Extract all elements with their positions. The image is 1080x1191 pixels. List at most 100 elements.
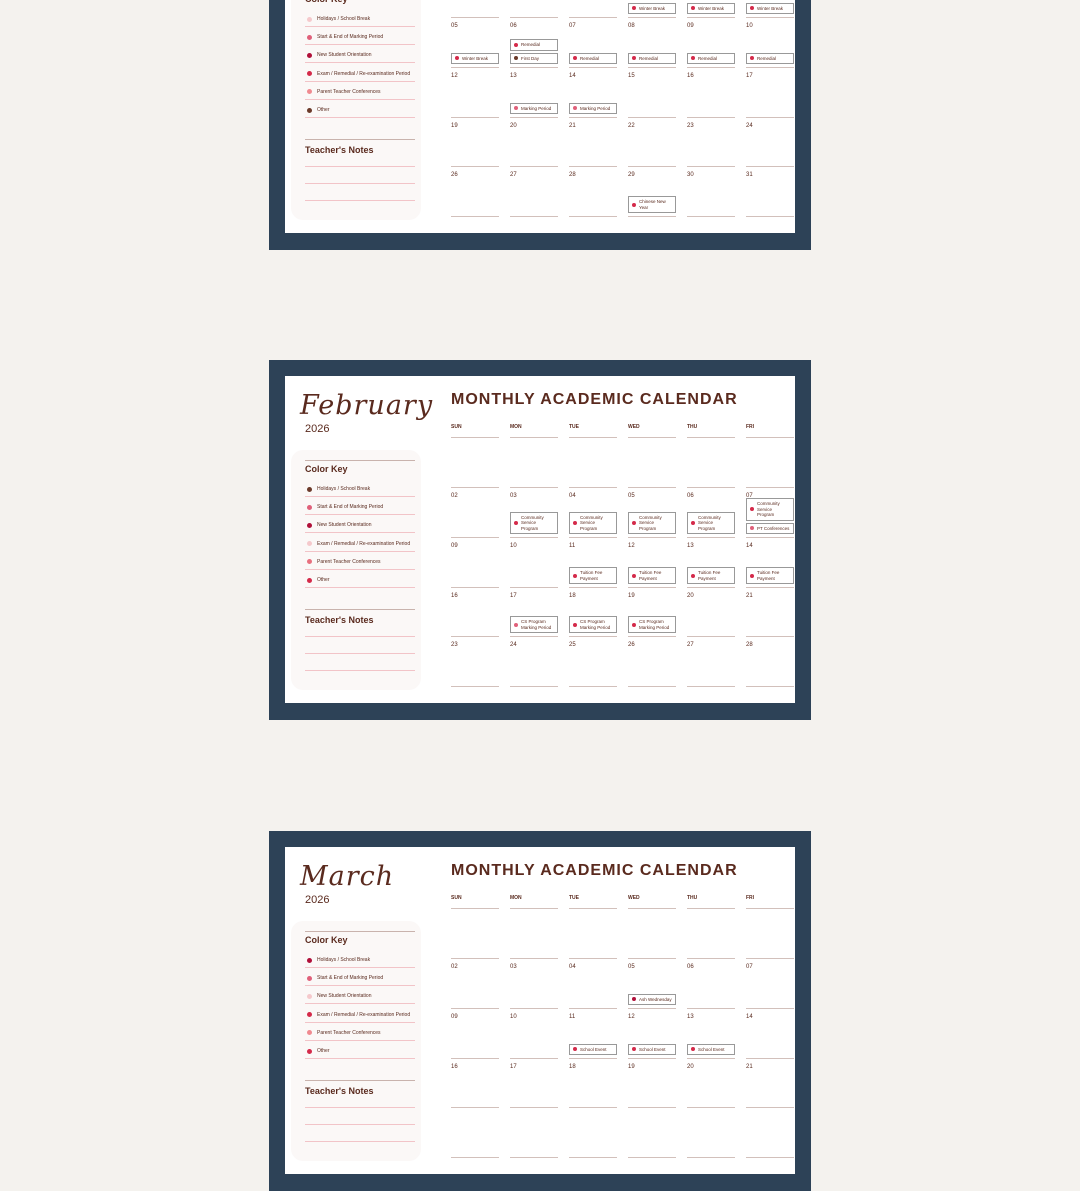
date-number: 19 <box>628 593 635 599</box>
event-tag[interactable]: Tuition Fee Payment <box>746 567 794 584</box>
day-events: Winter Break <box>451 32 499 64</box>
event-tag[interactable]: Marking Period <box>569 102 617 114</box>
event-label: Tuition Fee Payment <box>698 570 721 581</box>
teachers-notes-title: Teacher's Notes <box>305 615 374 625</box>
event-tag[interactable]: Winter Break <box>628 2 676 14</box>
day-events: Ash Wednesday <box>628 973 676 1005</box>
divider <box>628 537 676 538</box>
notes-line[interactable] <box>305 653 415 654</box>
event-tag[interactable]: Remedial <box>746 52 794 64</box>
color-dot-icon <box>307 52 312 58</box>
event-tag[interactable]: Community Service Program <box>510 511 558 534</box>
event-tag[interactable]: PT Conferences <box>746 522 794 534</box>
divider <box>687 686 735 687</box>
divider <box>569 958 617 959</box>
notes-line[interactable] <box>305 1107 415 1108</box>
notes-line[interactable] <box>305 166 415 167</box>
date-number: 05 <box>451 23 458 29</box>
event-label: Community Service Program <box>521 514 544 531</box>
notes-line[interactable] <box>305 636 415 637</box>
event-tag[interactable]: Chinese New Year <box>628 196 676 213</box>
notes-line[interactable] <box>305 1124 415 1125</box>
event-dot-icon <box>632 520 636 525</box>
color-key-label: Parent Teacher Conferences <box>317 558 381 565</box>
event-tag[interactable]: Ash Wednesday <box>628 993 676 1005</box>
divider <box>451 437 499 438</box>
color-key-item: Parent Teacher Conferences <box>307 89 381 95</box>
event-tag[interactable]: Remedial <box>510 39 558 51</box>
day-events: Remedial First Day <box>510 32 558 64</box>
color-dot-icon <box>307 16 312 22</box>
event-tag[interactable]: CS Program Marking Period <box>569 616 617 633</box>
notes-line[interactable] <box>305 670 415 671</box>
divider <box>305 44 415 46</box>
date-number: 15 <box>628 73 635 79</box>
event-tag[interactable]: Tuition Fee Payment <box>569 567 617 584</box>
date-number: 16 <box>687 73 694 79</box>
event-tag[interactable]: Remedial <box>628 52 676 64</box>
event-tag[interactable]: Community Service Program <box>746 498 794 521</box>
color-key-label: Start & End of Marking Period <box>317 34 384 41</box>
event-tag[interactable]: Community Service Program <box>628 511 676 534</box>
divider <box>305 1080 415 1081</box>
date-number: 10 <box>510 543 517 549</box>
event-tag[interactable]: Community Service Program <box>569 511 617 534</box>
event-tag[interactable]: Tuition Fee Payment <box>687 567 735 584</box>
event-dot-icon <box>514 106 518 111</box>
event-tag[interactable]: Community Service Program <box>687 511 735 534</box>
color-dot-icon <box>307 486 312 492</box>
divider <box>628 1107 676 1108</box>
event-tag[interactable]: School Event <box>687 1043 735 1055</box>
divider <box>569 1058 617 1059</box>
event-tag[interactable]: CS Program Marking Period <box>628 616 676 633</box>
divider <box>305 460 415 461</box>
divider <box>569 537 617 538</box>
event-tag[interactable]: Marking Period <box>510 102 558 114</box>
divider <box>687 1058 735 1059</box>
divider <box>746 537 794 538</box>
day-events: CS Program Marking Period <box>569 602 617 633</box>
day-events: Tuition Fee Payment <box>687 552 735 584</box>
date-number: 29 <box>628 172 635 178</box>
event-label: CS Program Marking Period <box>639 619 670 630</box>
event-tag[interactable]: Winter Break <box>687 2 735 14</box>
color-key-label: Exam / Remedial / Re-examination Period <box>317 70 411 77</box>
event-dot-icon <box>632 573 636 578</box>
notes-line[interactable] <box>305 200 415 201</box>
date-number: 25 <box>569 642 576 648</box>
event-tag[interactable]: Winter Break <box>451 52 499 64</box>
date-number: 07 <box>746 964 753 970</box>
event-dot-icon <box>691 6 695 11</box>
color-key-item: New Student Orientation <box>307 522 371 528</box>
event-tag[interactable]: CS Program Marking Period <box>510 616 558 633</box>
notes-line[interactable] <box>305 1141 415 1142</box>
event-tag[interactable]: School Event <box>569 1043 617 1055</box>
divider <box>510 487 558 488</box>
event-dot-icon <box>750 526 754 531</box>
day-events: Community Service Program PT Conferences <box>746 498 794 534</box>
event-dot-icon <box>750 573 754 578</box>
calendar-page: Color Key Holidays / School Break Start & … <box>285 0 795 233</box>
color-key-item: Other <box>307 1048 330 1054</box>
event-tag[interactable]: Winter Break <box>746 2 794 14</box>
date-number: 20 <box>687 593 694 599</box>
event-dot-icon <box>573 573 577 578</box>
event-label: Tuition Fee Payment <box>757 570 780 581</box>
day-events: Remedial <box>628 32 676 64</box>
divider <box>628 686 676 687</box>
event-tag[interactable]: Remedial <box>569 52 617 64</box>
date-number: 19 <box>451 123 458 129</box>
date-number: 02 <box>451 964 458 970</box>
color-key-title: Color Key <box>305 0 348 4</box>
event-tag[interactable]: First Day <box>510 52 558 64</box>
divider <box>746 636 794 637</box>
date-number: 03 <box>510 493 517 499</box>
event-tag[interactable]: Remedial <box>687 52 735 64</box>
event-label: Community Service Program <box>698 514 721 531</box>
event-tag[interactable]: School Event <box>628 1043 676 1055</box>
weekday-header: MON <box>510 424 522 430</box>
event-dot-icon <box>750 6 754 11</box>
event-tag[interactable]: Tuition Fee Payment <box>628 567 676 584</box>
notes-line[interactable] <box>305 183 415 184</box>
event-dot-icon <box>691 56 695 61</box>
